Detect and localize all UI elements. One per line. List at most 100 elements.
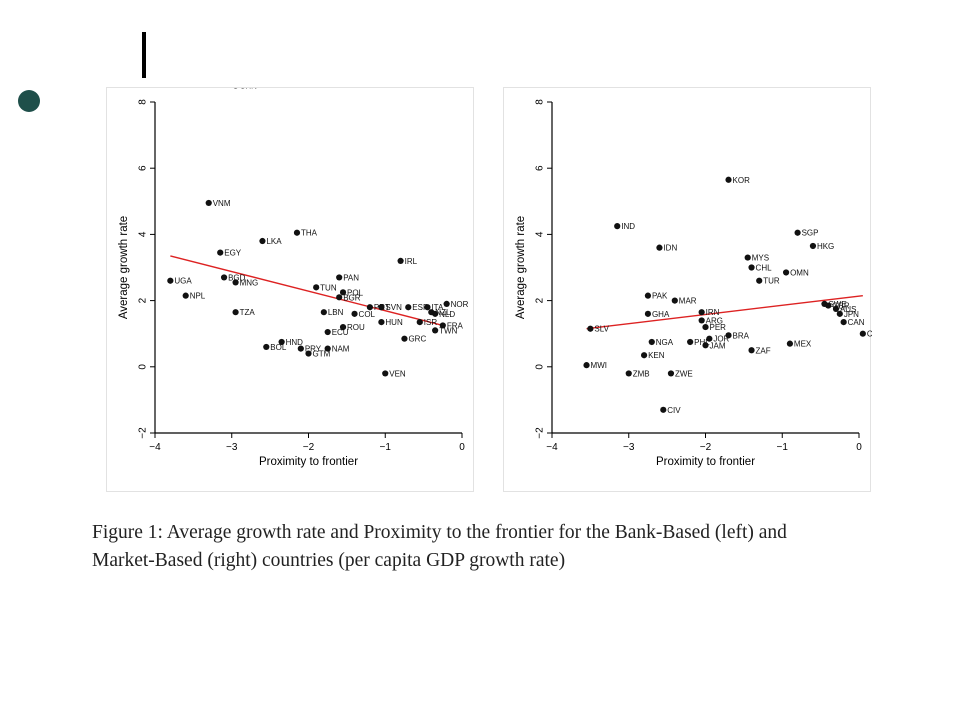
point-label: BGR [343, 293, 361, 302]
point-label: ISR [424, 318, 438, 327]
point-label: NOR [451, 300, 469, 309]
x-axis-label: Proximity to frontier [259, 456, 358, 468]
point-label: AUS [840, 305, 856, 314]
x-tick-label: −1 [380, 442, 392, 453]
chart-panel-market-based: −4 −3 −2 −1 0 −2 0 2 4 6 8 Proximity to frontier Ave… [503, 87, 872, 492]
point-label: TUR [763, 277, 780, 286]
point-label: NAM [332, 345, 350, 354]
point-label: VEN [389, 369, 406, 378]
data-point [859, 330, 866, 337]
data-point [167, 277, 174, 284]
bullet-icon [18, 90, 40, 112]
fit-line [170, 255, 443, 327]
point-label: ECU [332, 328, 349, 337]
data-point [786, 340, 794, 347]
point-label: POL [347, 288, 364, 297]
point-label: KOR [733, 176, 751, 185]
point-label: IND [621, 222, 635, 231]
data-point [614, 223, 621, 230]
point-label: JOR [713, 335, 729, 344]
y-tick-label: 4 [138, 231, 149, 237]
data-point [702, 342, 709, 349]
data-point [366, 304, 373, 311]
point-label: PAN [343, 273, 359, 282]
y-tick-label: −2 [138, 427, 149, 439]
point-label: MYS [752, 254, 769, 263]
data-point [648, 338, 655, 346]
y-tick-label: −2 [535, 427, 546, 439]
y-tick-label: 6 [535, 165, 546, 171]
y-tick-label: 8 [535, 99, 546, 105]
y-tick-label: 2 [535, 297, 546, 303]
data-point [825, 302, 832, 309]
data-point [840, 319, 847, 326]
point-label: ZMB [633, 369, 650, 378]
data-point [378, 319, 385, 326]
data-point [656, 244, 663, 251]
point-label: PER [710, 323, 727, 332]
point-label: IRL [405, 257, 418, 266]
point-label: ROU [347, 323, 365, 332]
data-point [324, 345, 331, 352]
data-point [809, 242, 817, 250]
point-label: CHL [756, 264, 773, 273]
x-tick-label: −2 [700, 442, 712, 453]
x-tick-label: −3 [226, 442, 238, 453]
point-label: VNM [213, 199, 231, 208]
point-label: JAM [710, 341, 726, 350]
data-point [336, 294, 343, 301]
point-label: COL [359, 310, 376, 319]
data-point [397, 257, 404, 264]
point-label: SLV [594, 325, 609, 334]
data-point [439, 322, 446, 329]
data-point [836, 310, 843, 317]
data-point [744, 254, 751, 261]
data-point [748, 264, 755, 271]
point-label: CIV [667, 406, 681, 415]
y-tick-label: 8 [138, 99, 149, 105]
data-point [443, 300, 450, 308]
point-label: HUN [385, 318, 403, 327]
point-label: UGA [174, 277, 192, 286]
point-label: GTM [313, 350, 331, 359]
data-point [756, 277, 763, 284]
scatter-chart-bank-based: −4 −3 −2 −1 0 −2 0 2 4 6 8 Proximity to frontier Ave… [118, 88, 469, 468]
data-point [644, 310, 652, 317]
point-label: THA [301, 229, 318, 238]
x-tick-label: −1 [777, 442, 789, 453]
data-point [233, 88, 238, 89]
data-point [182, 292, 189, 299]
data-point [424, 304, 431, 311]
data-point [351, 310, 358, 317]
point-label: BOL [270, 343, 287, 352]
data-point [339, 289, 347, 296]
data-point [305, 350, 312, 357]
data-point [278, 338, 285, 346]
point-label: NGA [656, 338, 674, 347]
data-point [232, 279, 239, 286]
point-label: PHL [694, 338, 710, 347]
data-point [660, 406, 667, 413]
point-label: IRN [706, 308, 720, 317]
x-tick-label: −3 [623, 442, 635, 453]
data-point [336, 274, 343, 281]
point-label: CAN [848, 318, 865, 327]
title-marker [142, 32, 146, 78]
point-label: TWN [439, 326, 457, 335]
point-label: KEN [648, 351, 665, 360]
point-label: ZWE [675, 369, 693, 378]
point-label: BGD [228, 273, 246, 282]
data-point [587, 325, 594, 332]
data-point [702, 323, 709, 331]
data-point [405, 304, 412, 311]
data-point [293, 229, 301, 236]
data-point [320, 309, 327, 316]
data-point [232, 309, 239, 316]
y-tick-label: 6 [138, 165, 149, 171]
point-label: ITA [431, 303, 444, 312]
point-label: PRY [305, 345, 322, 354]
data-point [432, 327, 439, 334]
point-label: NLD [439, 310, 455, 319]
data-point [205, 199, 212, 207]
point-label: IDN [663, 244, 677, 253]
